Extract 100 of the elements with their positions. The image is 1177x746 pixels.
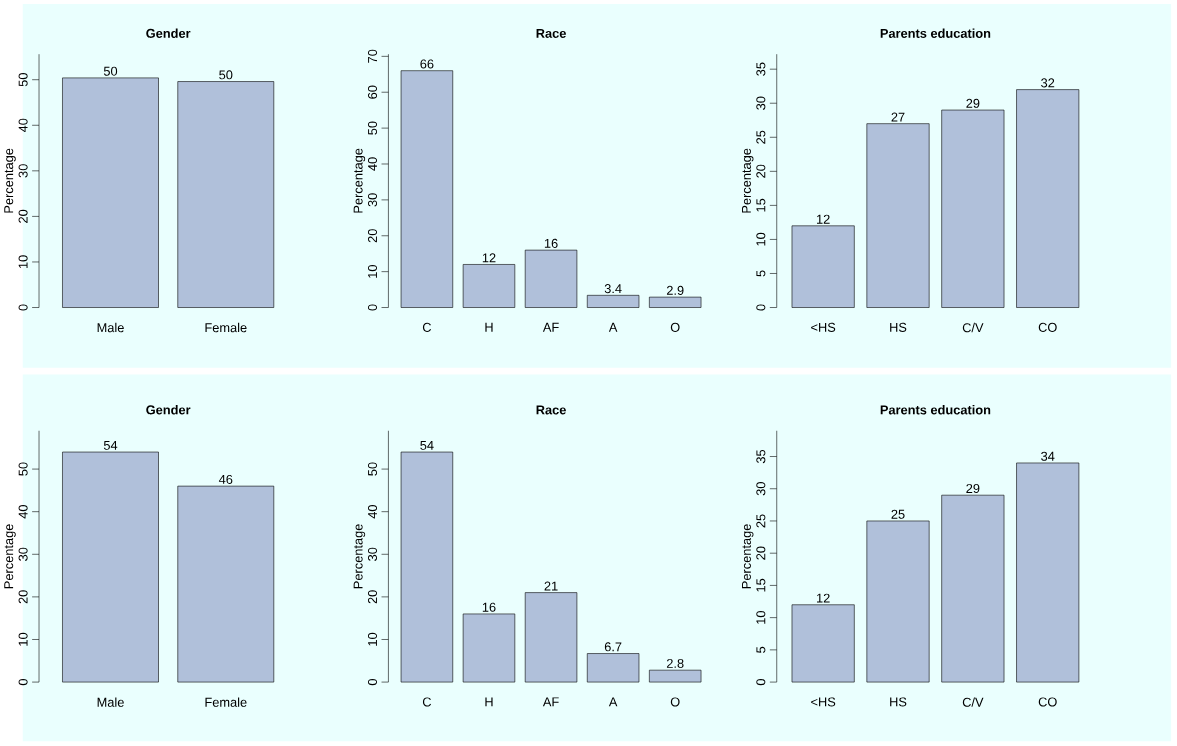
x-tick-label: HS	[890, 697, 907, 707]
data-label: 25	[891, 509, 905, 519]
y-tick-label: 25	[756, 514, 766, 528]
x-tick-label: Male	[97, 322, 124, 333]
bar	[524, 249, 578, 308]
x-tick-label: H	[485, 697, 493, 707]
data-label: 34	[1041, 451, 1055, 461]
y-tick-label: 10	[756, 610, 766, 624]
y-tick-label: 15	[756, 578, 766, 592]
chart-title: Parents education	[880, 404, 991, 415]
data-label: 12	[817, 214, 830, 224]
x-tick-label: AF	[542, 322, 559, 332]
y-tick-label: 30	[18, 164, 28, 178]
data-label: 12	[482, 253, 496, 263]
bar	[462, 264, 516, 308]
y-tick-label: 0	[18, 304, 28, 311]
x-tick-label: O	[670, 697, 680, 707]
x-tick-label: HS	[890, 322, 907, 332]
data-label: 29	[966, 483, 980, 493]
x-tick-label: AF	[542, 697, 559, 707]
y-tick-label: 25	[756, 130, 766, 144]
y-axis-title: Percentage	[742, 524, 754, 589]
y-axis-title: Percentage	[742, 148, 754, 213]
data-label: 50	[103, 66, 118, 76]
bar	[791, 604, 855, 683]
x-tick-label: C	[422, 697, 432, 707]
y-tick-label: 35	[756, 62, 766, 76]
y-tick-label: 0	[367, 678, 378, 686]
y-tick-label: 50	[18, 462, 28, 476]
y-tick-label: 40	[18, 118, 28, 133]
bar	[586, 653, 640, 683]
data-label: 66	[420, 59, 434, 69]
data-label: 16	[482, 602, 496, 612]
y-tick-label: 0	[756, 678, 766, 686]
x-tick-label: Male	[97, 697, 124, 707]
bar	[400, 70, 454, 308]
data-label: 54	[420, 440, 434, 450]
y-tick-label: 10	[367, 632, 378, 646]
y-tick-label: 20	[367, 590, 378, 604]
bar	[941, 494, 1005, 683]
y-tick-label: 10	[18, 255, 28, 269]
data-label: 16	[544, 238, 558, 248]
bar	[1016, 89, 1080, 308]
bar	[586, 294, 640, 308]
y-tick-label: 30	[367, 193, 378, 207]
y-axis-title: Percentage	[353, 148, 366, 213]
y-tick-label: 35	[756, 449, 766, 464]
y-tick-label: 40	[18, 504, 28, 519]
y-tick-label: 20	[18, 209, 28, 223]
y-tick-label: 5	[756, 646, 766, 653]
bar	[462, 613, 516, 683]
data-label: 6.7	[604, 642, 622, 652]
y-axis-title: Percentage	[4, 148, 16, 213]
y-axis-title: Percentage	[4, 524, 16, 589]
data-label: 46	[218, 474, 233, 484]
x-tick-label: <HS	[811, 697, 836, 707]
y-tick-label: 0	[18, 678, 28, 686]
y-tick-label: 15	[756, 198, 766, 212]
y-tick-label: 50	[367, 462, 378, 476]
y-tick-label: 20	[18, 590, 28, 604]
y-tick-label: 0	[367, 304, 378, 311]
y-tick-label: 20	[756, 164, 766, 178]
y-tick-label: 50	[367, 121, 378, 135]
bar	[1016, 462, 1080, 683]
data-label: 12	[817, 593, 830, 603]
y-tick-label: 10	[756, 232, 766, 246]
x-tick-label: Female	[205, 322, 247, 333]
chart-title: Race	[536, 405, 566, 415]
y-tick-label: 20	[367, 229, 378, 243]
chart-title: Gender	[146, 404, 191, 415]
y-tick-label: 70	[367, 49, 378, 63]
y-tick-label: 30	[756, 482, 766, 496]
x-tick-label: O	[670, 322, 680, 332]
bar	[649, 296, 702, 308]
data-label: 2.9	[666, 285, 684, 295]
bar	[524, 592, 578, 683]
x-tick-label: C/V	[962, 322, 984, 333]
x-tick-label: CO	[1038, 697, 1057, 707]
y-tick-label: 20	[756, 546, 766, 560]
x-tick-label: Female	[205, 697, 247, 707]
bar	[791, 225, 855, 308]
x-tick-label: H	[485, 322, 493, 332]
data-label: 27	[891, 112, 905, 122]
data-label: 54	[103, 440, 118, 450]
y-tick-label: 40	[367, 157, 378, 171]
y-tick-label: 50	[18, 73, 28, 87]
y-axis-title: Percentage	[353, 524, 366, 589]
x-tick-label: A	[608, 322, 618, 332]
y-tick-label: 5	[756, 270, 766, 277]
x-tick-label: CO	[1038, 322, 1057, 332]
x-tick-label: C	[422, 322, 432, 332]
chart-title: Race	[536, 28, 566, 38]
data-label: 2.8	[666, 658, 684, 668]
y-tick-label: 30	[756, 96, 766, 110]
chart-title: Parents education	[880, 28, 991, 38]
data-label: 21	[544, 581, 558, 591]
bar	[941, 109, 1005, 308]
x-tick-label: C/V	[962, 697, 984, 707]
x-tick-label: A	[608, 697, 618, 707]
bar	[866, 520, 930, 683]
